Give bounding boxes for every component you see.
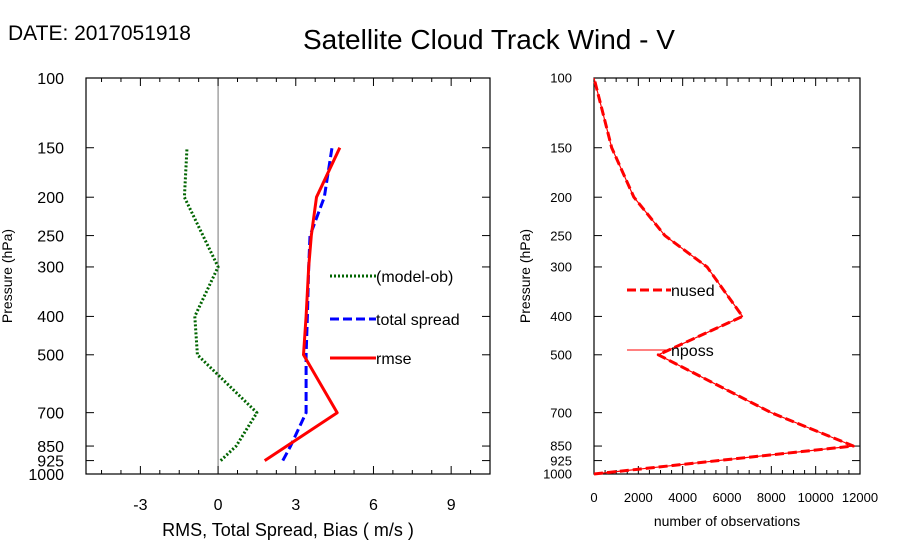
y-tick-label: 150 — [550, 140, 572, 155]
y-axis-label: Pressure (hPa) — [0, 229, 15, 323]
y-tick-label: 700 — [37, 405, 64, 422]
series-line-nused — [592, 77, 855, 476]
y-tick-label: 100 — [550, 71, 572, 86]
x-tick-label: 2000 — [624, 490, 653, 505]
y-tick-label: 100 — [37, 71, 64, 88]
legend: (model-ob) total spread rmse — [330, 269, 460, 368]
y-tick-label: 925 — [550, 453, 572, 468]
plot-frame — [593, 77, 861, 475]
legend-label: rmse — [376, 351, 412, 368]
legend: nused nposs — [627, 283, 715, 360]
x-tick-label: 10000 — [798, 490, 834, 505]
y-tick-label: 200 — [550, 190, 572, 205]
x-tick-label: 4000 — [668, 490, 697, 505]
y-tick-label: 700 — [550, 405, 572, 420]
series-line-model-ob — [182, 147, 259, 462]
x-tick-label: 8000 — [757, 490, 786, 505]
plot-frame — [85, 77, 491, 475]
y-tick-label: 250 — [550, 228, 572, 243]
x-tick-label: 12000 — [842, 490, 878, 505]
y-tick-label: 925 — [37, 453, 64, 470]
x-tick-label: 0 — [590, 490, 597, 505]
y-tick-label: 850 — [550, 439, 572, 454]
x-tick-label: 6000 — [713, 490, 742, 505]
x-axis-label: RMS, Total Spread, Bias ( m/s ) — [162, 520, 414, 540]
x-tick-label: 3 — [291, 497, 300, 514]
y-tick-label: 200 — [37, 190, 64, 207]
chart-title: Satellite Cloud Track Wind - V — [303, 24, 675, 55]
legend-label: total spread — [376, 312, 460, 329]
y-tick-label: 250 — [37, 228, 64, 245]
legend-label: nused — [671, 283, 715, 300]
x-axis-label: number of observations — [654, 513, 800, 529]
series-line-rmse — [263, 147, 342, 462]
legend-label: nposs — [671, 343, 714, 360]
y-tick-label: 400 — [550, 309, 572, 324]
legend-label: (model-ob) — [376, 269, 453, 286]
y-tick-label: 500 — [37, 348, 64, 365]
y-tick-label: 300 — [550, 260, 572, 275]
y-tick-label: 1000 — [543, 467, 572, 482]
date-label: DATE: 2017051918 — [8, 22, 191, 45]
series-line-nposs — [593, 77, 854, 475]
x-tick-label: -3 — [133, 497, 147, 514]
y-tick-label: 400 — [37, 309, 64, 326]
y-axis-label: Pressure (hPa) — [517, 229, 533, 323]
y-tick-label: 150 — [37, 140, 64, 157]
y-tick-label: 1000 — [28, 467, 64, 484]
y-tick-label: 500 — [550, 347, 572, 362]
x-tick-label: 6 — [369, 497, 378, 514]
x-tick-label: 9 — [447, 497, 456, 514]
x-tick-label: 0 — [214, 497, 223, 514]
y-tick-label: 850 — [37, 439, 64, 456]
y-tick-label: 300 — [37, 260, 64, 277]
